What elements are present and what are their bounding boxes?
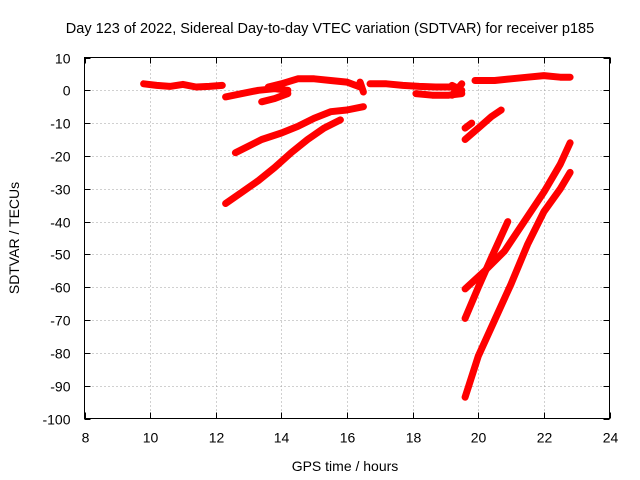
series-arc-11 xyxy=(222,116,344,207)
x-tick-label: 10 xyxy=(143,430,159,446)
y-tick-label: -100 xyxy=(42,412,70,428)
x-tick-label: 18 xyxy=(406,430,422,446)
series-arc-8 xyxy=(448,80,466,99)
x-tick-label: 8 xyxy=(82,430,90,446)
y-tick-label: -20 xyxy=(50,149,70,165)
x-tick-label: 20 xyxy=(471,430,487,446)
series-arc-6 xyxy=(366,80,456,91)
y-tick-label: -60 xyxy=(50,280,70,296)
x-tick-label: 22 xyxy=(537,430,553,446)
y-tick-label: 0 xyxy=(63,83,71,99)
series-arc-4 xyxy=(264,75,364,91)
tick-labels: 8 10 12 14 16 18 20 22 24 10 0 -10 -20 -30 -40 -50 -60 -7… xyxy=(42,51,618,446)
series-arc-3 xyxy=(258,90,292,106)
series-arc-10 xyxy=(231,103,367,157)
series-arc-9 xyxy=(471,72,574,84)
y-tick-label: -90 xyxy=(50,379,70,395)
axis-ticks xyxy=(84,57,611,420)
y-tick-label: -10 xyxy=(50,116,70,132)
y-tick-label: -50 xyxy=(50,247,70,263)
series-arc-13 xyxy=(461,106,505,143)
x-axis-label: GPS time / hours xyxy=(292,458,399,474)
y-tick-label: -40 xyxy=(50,215,70,231)
series-arc-2 xyxy=(222,85,292,101)
series-arc-5 xyxy=(356,78,367,96)
y-tick-label: -30 xyxy=(50,182,70,198)
y-tick-label: -70 xyxy=(50,313,70,329)
x-tick-label: 12 xyxy=(209,430,225,446)
y-tick-label: -80 xyxy=(50,346,70,362)
chart-title: Day 123 of 2022, Sidereal Day-to-day VTE… xyxy=(66,21,594,37)
grid xyxy=(84,57,610,419)
x-tick-label: 16 xyxy=(340,430,356,446)
series-arc-1 xyxy=(140,80,226,91)
y-axis-label: SDTVAR / TECUs xyxy=(6,182,22,294)
x-tick-label: 24 xyxy=(603,430,619,446)
series-arc-16 xyxy=(461,168,574,401)
y-tick-label: 10 xyxy=(55,51,71,67)
data-series xyxy=(140,72,574,401)
x-tick-label: 14 xyxy=(274,430,290,446)
series-arc-15 xyxy=(461,218,512,322)
series-arc-12 xyxy=(461,119,476,132)
